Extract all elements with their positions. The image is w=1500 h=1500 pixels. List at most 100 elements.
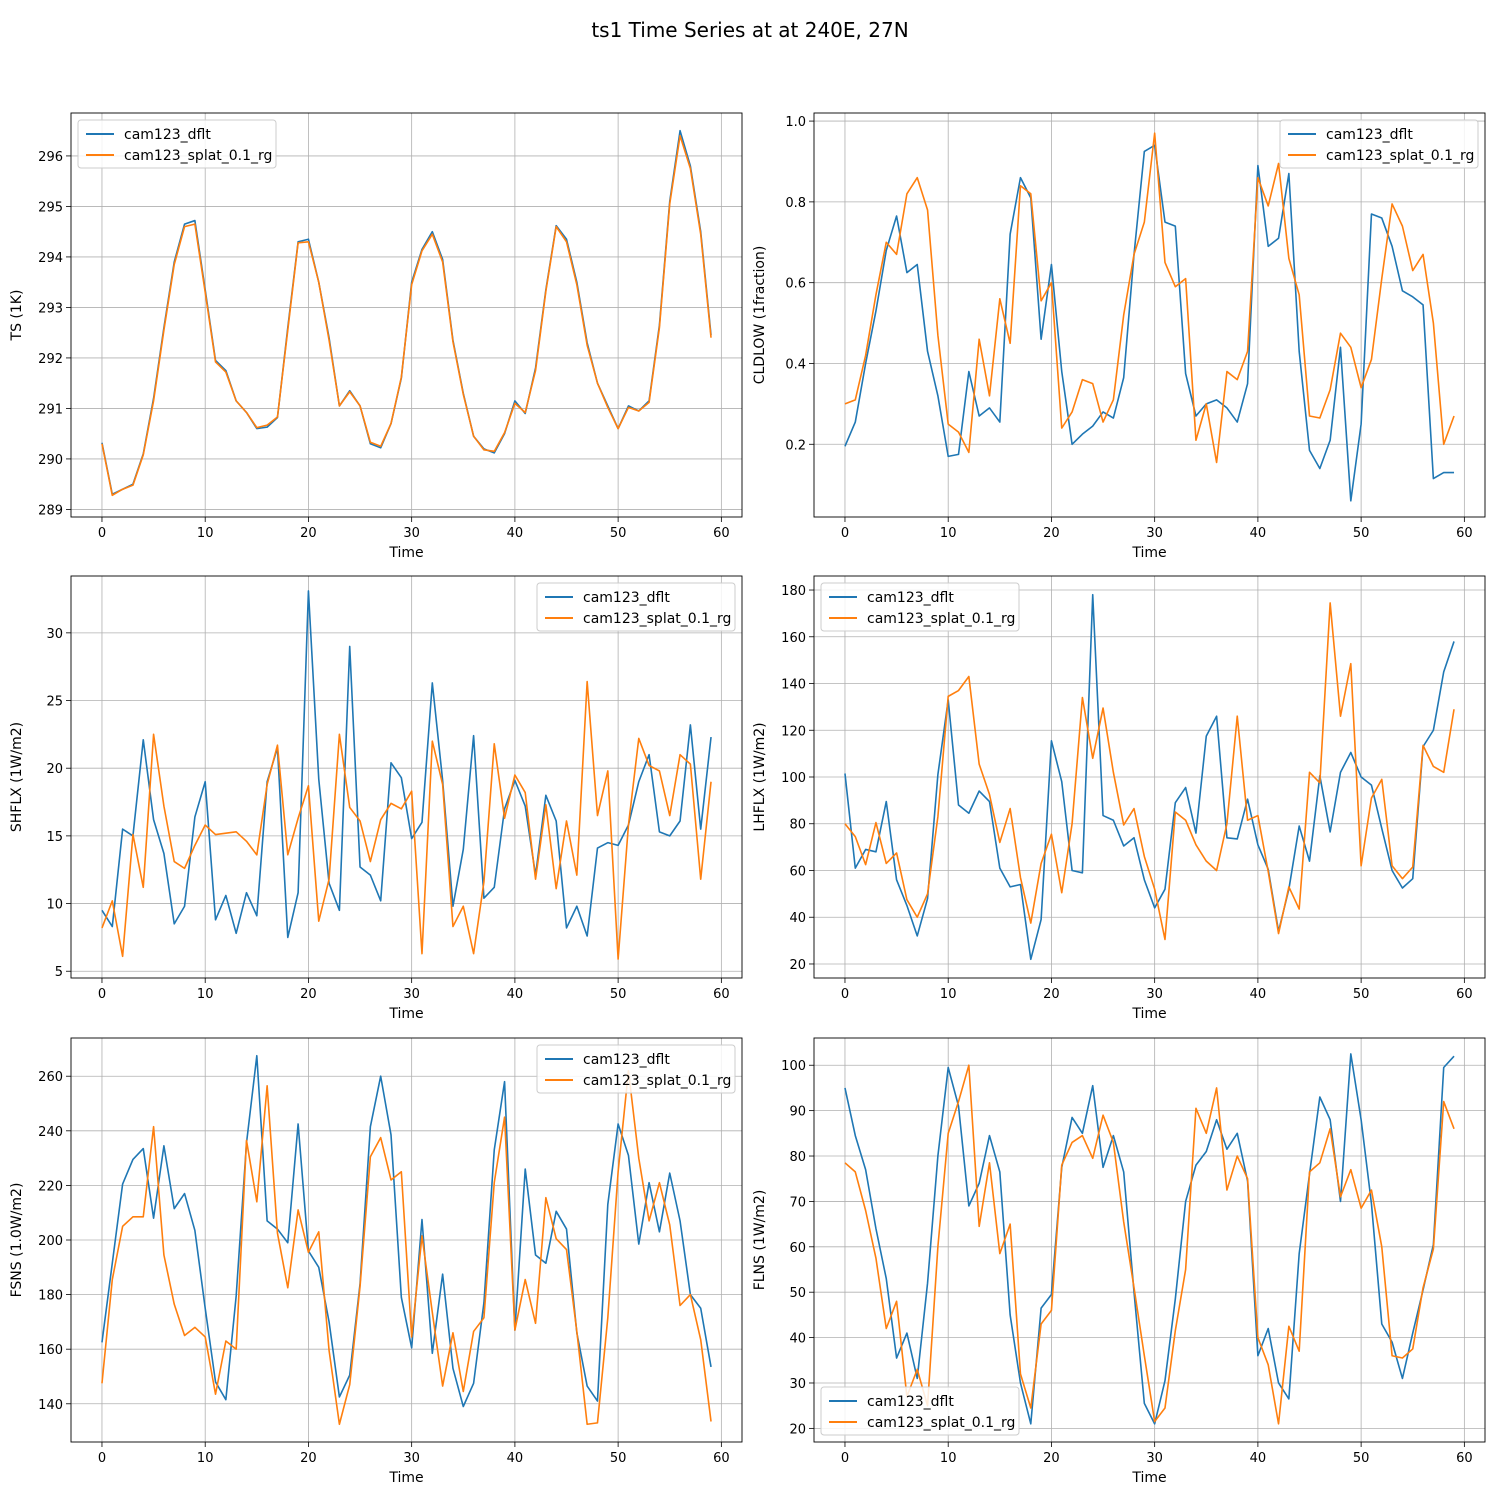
x-tick-label: 10 <box>197 526 214 541</box>
y-tick-label: 15 <box>46 830 63 845</box>
y-tick-label: 292 <box>38 352 63 367</box>
legend: cam123_dflt cam123_splat_0.1_rg <box>77 119 277 169</box>
x-tick-label: 50 <box>610 1451 627 1466</box>
y-tick-label: 240 <box>38 1125 63 1140</box>
legend-box <box>536 582 736 632</box>
y-tick-label: 25 <box>46 695 63 710</box>
x-tick-label: 10 <box>940 1451 957 1466</box>
y-tick-label: 90 <box>789 1105 806 1120</box>
x-tick-label: 50 <box>1353 526 1370 541</box>
y-tick-label: 40 <box>789 911 806 926</box>
legend-label: cam123_dflt <box>583 1052 670 1068</box>
axes-frame <box>813 112 1486 518</box>
series-line-cam123-splat-0-1-rg <box>844 132 1455 464</box>
x-axis-label: Time <box>1131 1006 1166 1022</box>
figure-title: ts1 Time Series at at 240E, 27N <box>591 18 908 42</box>
chart-panel-5: 0 10 20 30 40 50 60 140 160 180 200 220 240 260 Time FS… <box>9 1037 743 1486</box>
chart-panel-1: 0 10 20 30 40 50 60 289 290 291 292 293 294 295 296 Tim… <box>9 112 743 561</box>
x-tick-label: 0 <box>841 987 849 1002</box>
series-line-cam123-dflt <box>101 129 712 496</box>
x-tick-label: 50 <box>1353 987 1370 1002</box>
y-tick-label: 20 <box>789 958 806 973</box>
y-tick-label: 200 <box>38 1234 63 1249</box>
legend-box <box>536 1044 736 1094</box>
legend-box <box>1279 119 1479 169</box>
y-tick-label: 80 <box>789 818 806 833</box>
legend-label: cam123_splat_0.1_rg <box>1326 148 1474 164</box>
y-tick-label: 60 <box>789 1241 806 1256</box>
legend-label: cam123_dflt <box>583 590 670 606</box>
x-tick-label: 40 <box>507 526 524 541</box>
x-tick-label: 10 <box>940 987 957 1002</box>
y-tick-label: 0.6 <box>785 277 806 292</box>
legend-label: cam123_splat_0.1_rg <box>583 1073 731 1089</box>
x-axis-label: Time <box>1131 545 1166 561</box>
chart-panel-3: 0 10 20 30 40 50 60 5 10 15 20 25 30 Time SHFLX (1W/m2… <box>9 575 743 1022</box>
legend-label: cam123_dflt <box>1326 127 1413 143</box>
y-tick-label: 5 <box>55 965 63 980</box>
x-tick-label: 40 <box>507 1451 524 1466</box>
x-tick-label: 10 <box>197 1451 214 1466</box>
y-axis-label: LHFLX (1W/m2) <box>752 722 768 831</box>
legend: cam123_dflt cam123_splat_0.1_rg <box>536 582 736 632</box>
y-axis-label: FSNS (1.0W/m2) <box>9 1183 25 1298</box>
x-tick-label: 60 <box>713 987 730 1002</box>
x-tick-label: 30 <box>1146 987 1163 1002</box>
series-line-cam123-splat-0-1-rg <box>101 134 712 497</box>
x-axis-label: Time <box>388 545 423 561</box>
x-tick-label: 30 <box>1146 526 1163 541</box>
y-tick-label: 30 <box>46 627 63 642</box>
x-tick-label: 20 <box>300 987 317 1002</box>
y-tick-label: 220 <box>38 1179 63 1194</box>
x-tick-label: 50 <box>1353 1451 1370 1466</box>
y-tick-label: 289 <box>38 503 63 518</box>
y-axis-label: FLNS (1W/m2) <box>752 1190 768 1291</box>
series-line-cam123-dflt <box>101 1054 712 1408</box>
y-tick-label: 293 <box>38 301 63 316</box>
legend-label: cam123_dflt <box>867 590 954 606</box>
y-axis-label: CLDLOW (1fraction) <box>752 246 768 385</box>
legend: cam123_dflt cam123_splat_0.1_rg <box>1279 119 1479 169</box>
x-tick-label: 20 <box>300 526 317 541</box>
x-tick-label: 60 <box>1456 1451 1473 1466</box>
x-tick-label: 40 <box>507 987 524 1002</box>
x-tick-label: 40 <box>1250 1451 1267 1466</box>
x-tick-label: 60 <box>713 526 730 541</box>
x-tick-label: 10 <box>940 526 957 541</box>
legend: cam123_dflt cam123_splat_0.1_rg <box>820 582 1020 632</box>
axes-frame <box>70 575 743 979</box>
x-tick-label: 10 <box>197 987 214 1002</box>
axes-frame <box>70 1037 743 1443</box>
x-axis-label: Time <box>1131 1470 1166 1486</box>
x-axis-label: Time <box>388 1006 423 1022</box>
y-tick-label: 140 <box>38 1398 63 1413</box>
x-tick-label: 0 <box>841 526 849 541</box>
axes-frame <box>70 112 743 518</box>
x-tick-label: 0 <box>98 987 106 1002</box>
y-tick-label: 294 <box>38 251 63 266</box>
x-tick-label: 30 <box>403 526 420 541</box>
y-tick-label: 100 <box>781 1059 806 1074</box>
y-tick-label: 120 <box>781 724 806 739</box>
x-tick-label: 20 <box>1043 987 1060 1002</box>
x-tick-label: 50 <box>610 987 627 1002</box>
y-tick-label: 0.4 <box>785 357 806 372</box>
legend-box <box>77 119 277 169</box>
x-tick-label: 20 <box>1043 526 1060 541</box>
y-tick-label: 290 <box>38 453 63 468</box>
series-line-cam123-splat-0-1-rg <box>844 1064 1455 1425</box>
y-tick-label: 160 <box>38 1343 63 1358</box>
series-line-cam123-dflt <box>101 590 712 939</box>
y-tick-label: 291 <box>38 402 63 417</box>
y-tick-label: 180 <box>38 1289 63 1304</box>
legend-label: cam123_splat_0.1_rg <box>867 611 1015 627</box>
series-line-cam123-dflt <box>844 1053 1455 1425</box>
x-tick-label: 0 <box>841 1451 849 1466</box>
legend-label: cam123_splat_0.1_rg <box>124 148 272 164</box>
y-axis-label: SHFLX (1W/m2) <box>9 722 25 832</box>
legend: cam123_dflt cam123_splat_0.1_rg <box>820 1386 1020 1436</box>
series-line-cam123-splat-0-1-rg <box>101 680 712 960</box>
chart-panel-4: 0 10 20 30 40 50 60 20 40 60 80 100 120 140 160 180 Time… <box>752 575 1486 1022</box>
y-tick-label: 1.0 <box>785 115 806 130</box>
legend-box <box>820 1386 1020 1436</box>
